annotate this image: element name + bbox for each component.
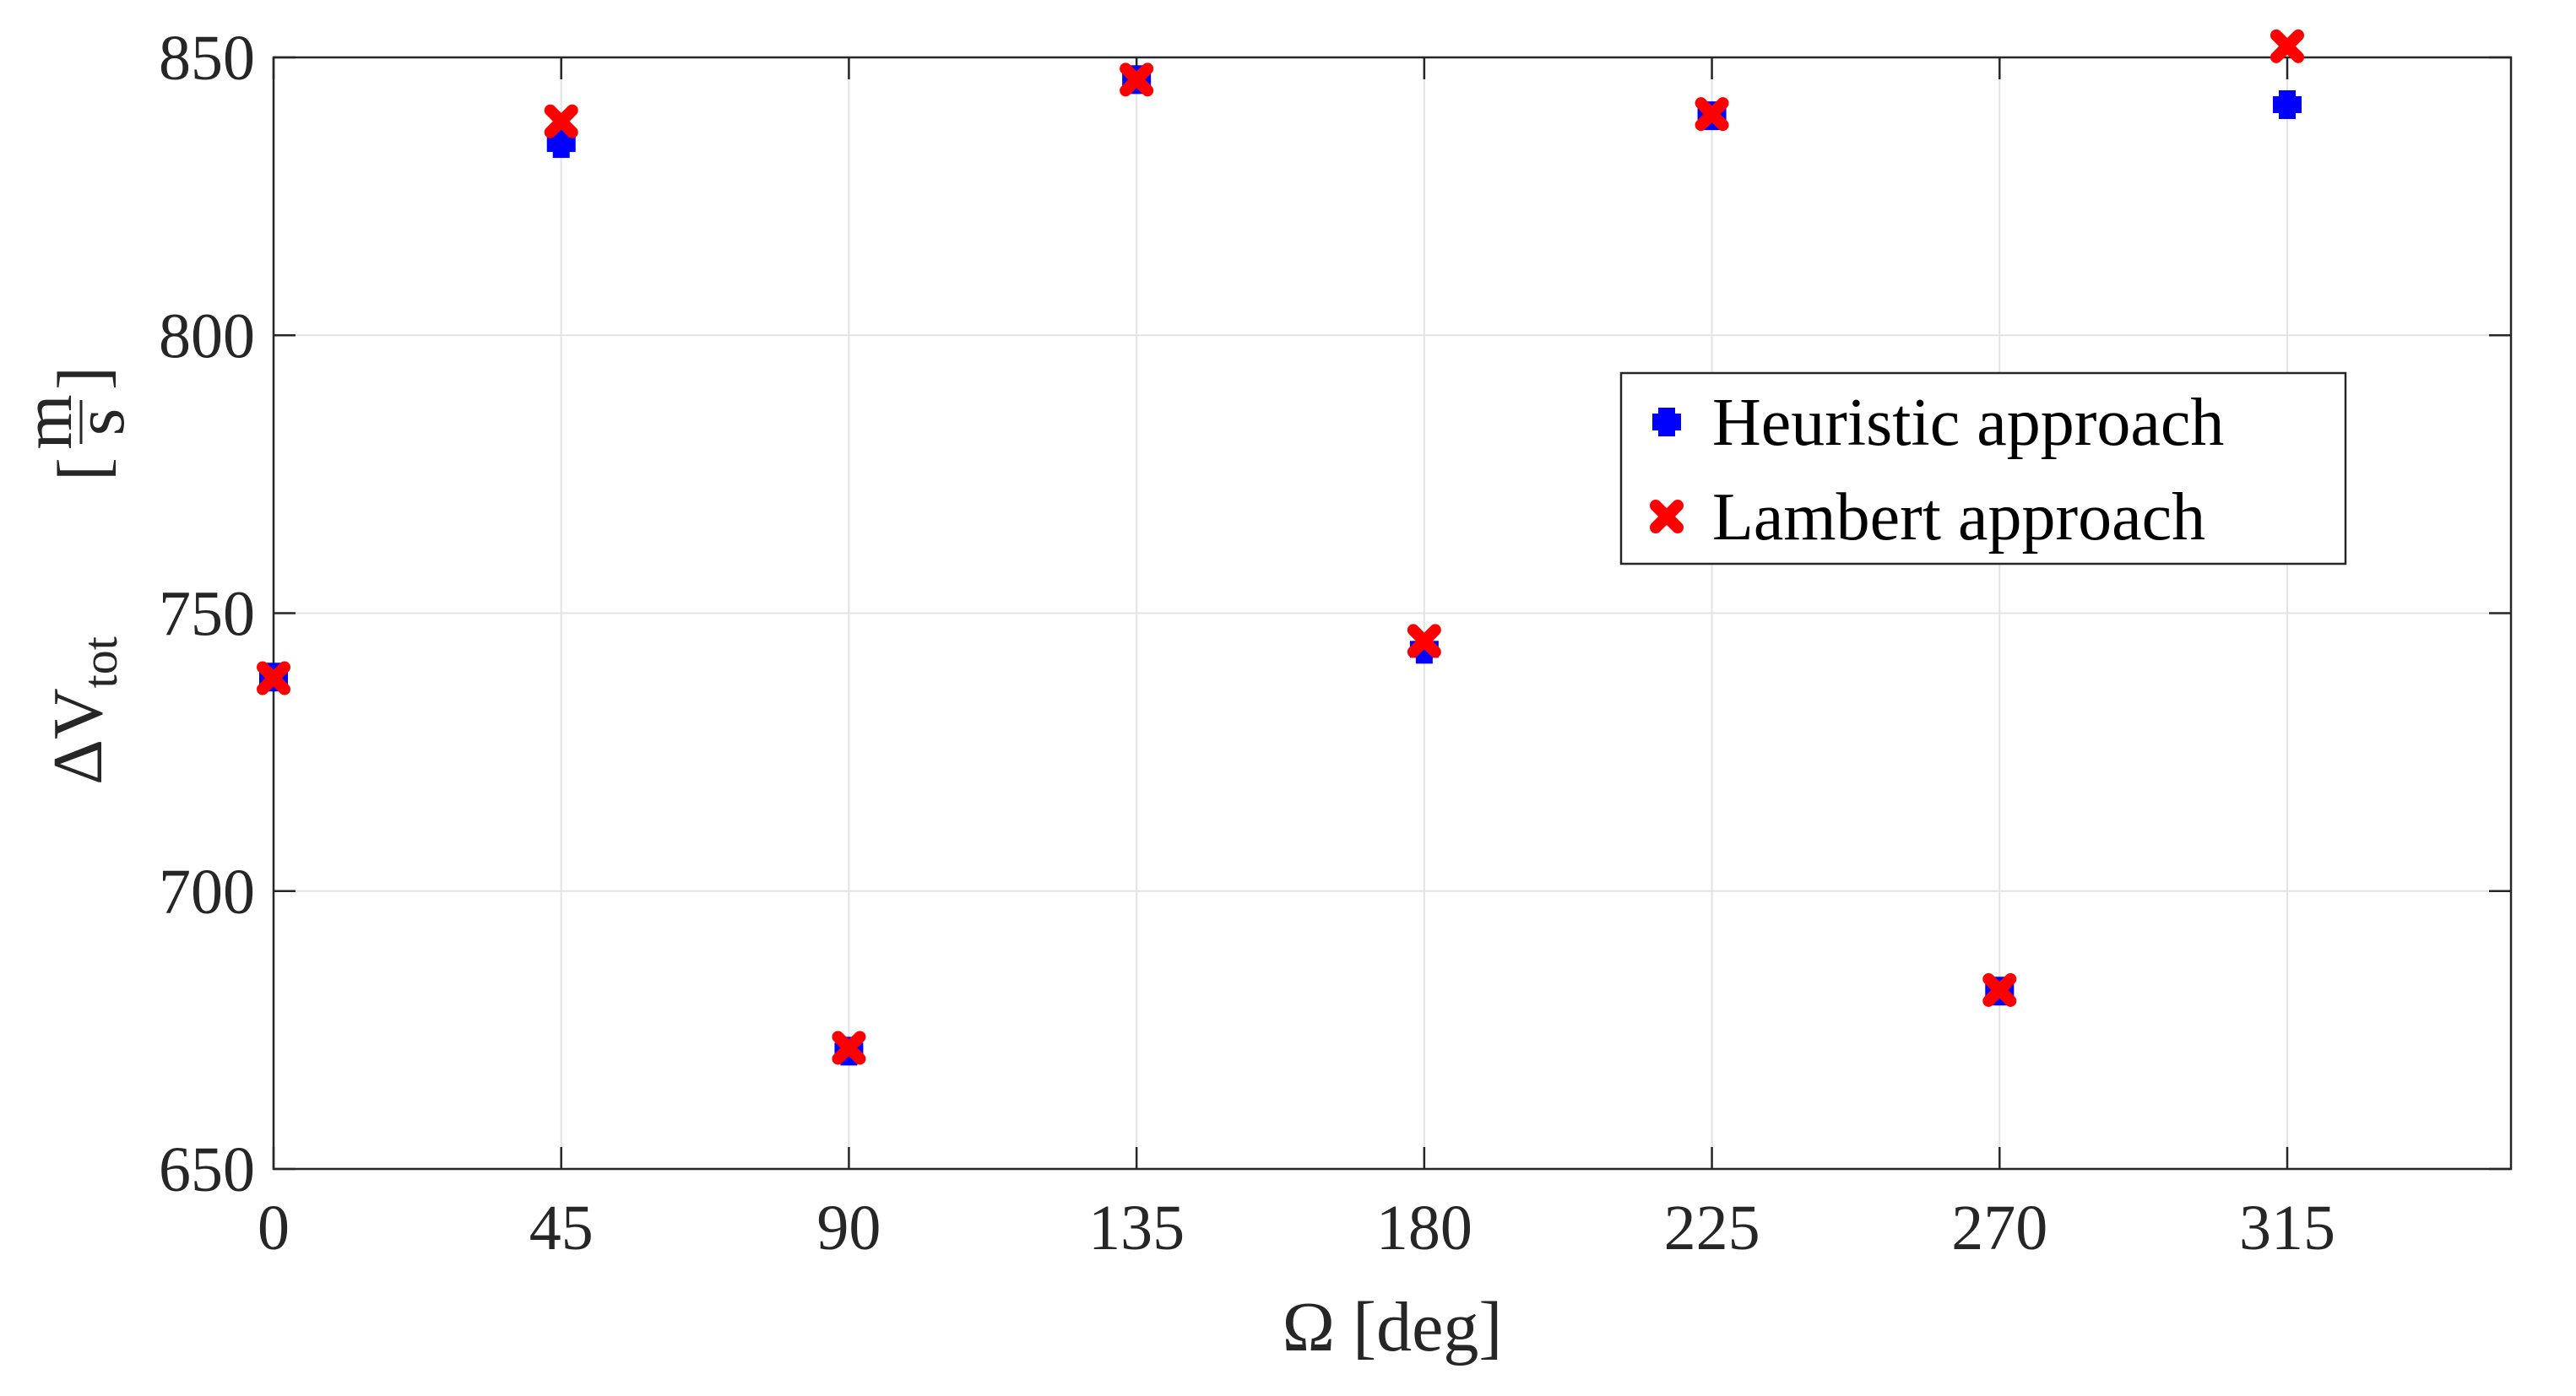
x-tick-label: 180 [1376, 1193, 1472, 1263]
data-point-lambert [1982, 972, 2017, 1007]
data-point-lambert [544, 104, 578, 138]
data-point-heuristic [2273, 89, 2302, 119]
x-tick-label: 315 [2239, 1193, 2335, 1263]
data-point-lambert [1695, 97, 1729, 132]
legend-label-heuristic: Heuristic approach [1712, 386, 2224, 460]
x-tick-label: 90 [816, 1193, 881, 1263]
x-tick-label: 270 [1951, 1193, 2047, 1263]
legend-marker-glyph [1650, 500, 1684, 533]
y-axis-unit-numerator: m [8, 394, 87, 449]
data-point-lambert [1120, 62, 1154, 97]
data-point-lambert [2270, 29, 2304, 63]
data-points [257, 29, 2304, 1066]
x-tick-label: 45 [529, 1193, 594, 1263]
legend-marker-lambert [1650, 500, 1684, 533]
data-point-lambert [1407, 624, 1441, 658]
y-tick-label: 700 [159, 857, 255, 928]
data-point-lambert [832, 1031, 866, 1065]
y-tick-labels: 650 700 750 800 850 [159, 23, 255, 1205]
x-axis-label: Ω [deg] [1283, 1288, 1503, 1366]
y-axis-label-main: ΔV [39, 688, 117, 785]
data-point-lambert [257, 661, 290, 695]
x-tick-label: 0 [258, 1193, 290, 1263]
data-point-heuristic [546, 129, 576, 159]
legend-label-lambert: Lambert approach [1712, 480, 2205, 555]
y-tick-label: 750 [159, 579, 255, 650]
y-axis-unit-bracket-close: ] [44, 366, 122, 390]
x-tick-label: 225 [1664, 1193, 1760, 1263]
y-tick-label: 650 [159, 1134, 255, 1205]
x-tick-labels: 0 45 90 135 180 225 270 315 [258, 1193, 2335, 1263]
y-axis-label: ΔVtot [ m s ] [8, 366, 139, 785]
y-axis-label-subscript: tot [73, 636, 127, 688]
y-axis-unit-denominator: s [61, 409, 139, 436]
y-tick-label: 800 [159, 300, 255, 371]
svg-text:ΔVtot: ΔVtot [39, 636, 127, 785]
legend-marker-heuristic [1652, 408, 1681, 436]
x-tick-label: 135 [1088, 1193, 1185, 1263]
legend-box [1619, 371, 2347, 565]
y-axis-unit-bracket-open: [ [44, 457, 122, 481]
y-tick-label: 850 [159, 23, 255, 94]
legend: Heuristic approach Lambert approach [1619, 371, 2347, 565]
legend-marker-glyph [1652, 408, 1681, 436]
